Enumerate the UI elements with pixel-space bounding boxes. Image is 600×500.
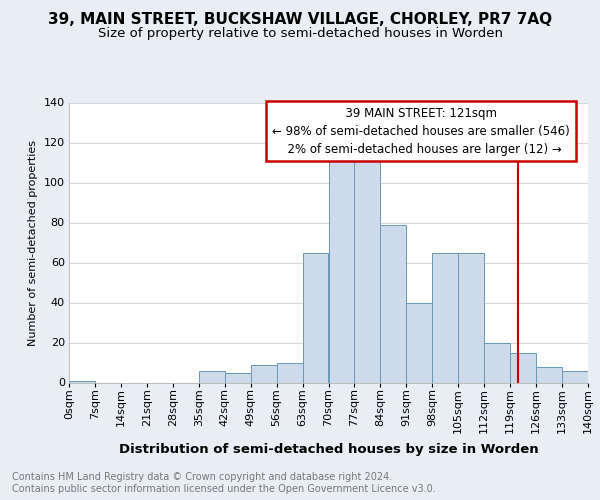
Bar [224,372,251,382]
Bar [355,148,380,382]
Bar [406,302,432,382]
Bar [562,370,588,382]
Text: Size of property relative to semi-detached houses in Worden: Size of property relative to semi-detach… [97,28,503,40]
Text: Contains HM Land Registry data © Crown copyright and database right 2024.
Contai: Contains HM Land Registry data © Crown c… [12,472,436,494]
Bar [380,224,406,382]
Bar [510,352,536,382]
Bar [484,342,510,382]
Bar [69,380,95,382]
Bar [199,370,224,382]
Bar [458,252,484,382]
Text: Distribution of semi-detached houses by size in Worden: Distribution of semi-detached houses by … [119,442,539,456]
Bar [536,366,562,382]
Text: 39, MAIN STREET, BUCKSHAW VILLAGE, CHORLEY, PR7 7AQ: 39, MAIN STREET, BUCKSHAW VILLAGE, CHORL… [48,12,552,28]
Bar [432,252,458,382]
Bar [588,370,600,382]
Y-axis label: Number of semi-detached properties: Number of semi-detached properties [28,140,38,346]
Text: 39 MAIN STREET: 121sqm  
← 98% of semi-detached houses are smaller (546)
  2% of: 39 MAIN STREET: 121sqm ← 98% of semi-det… [272,106,570,156]
Bar [251,364,277,382]
Bar [277,362,302,382]
Bar [302,252,329,382]
Bar [329,150,355,382]
